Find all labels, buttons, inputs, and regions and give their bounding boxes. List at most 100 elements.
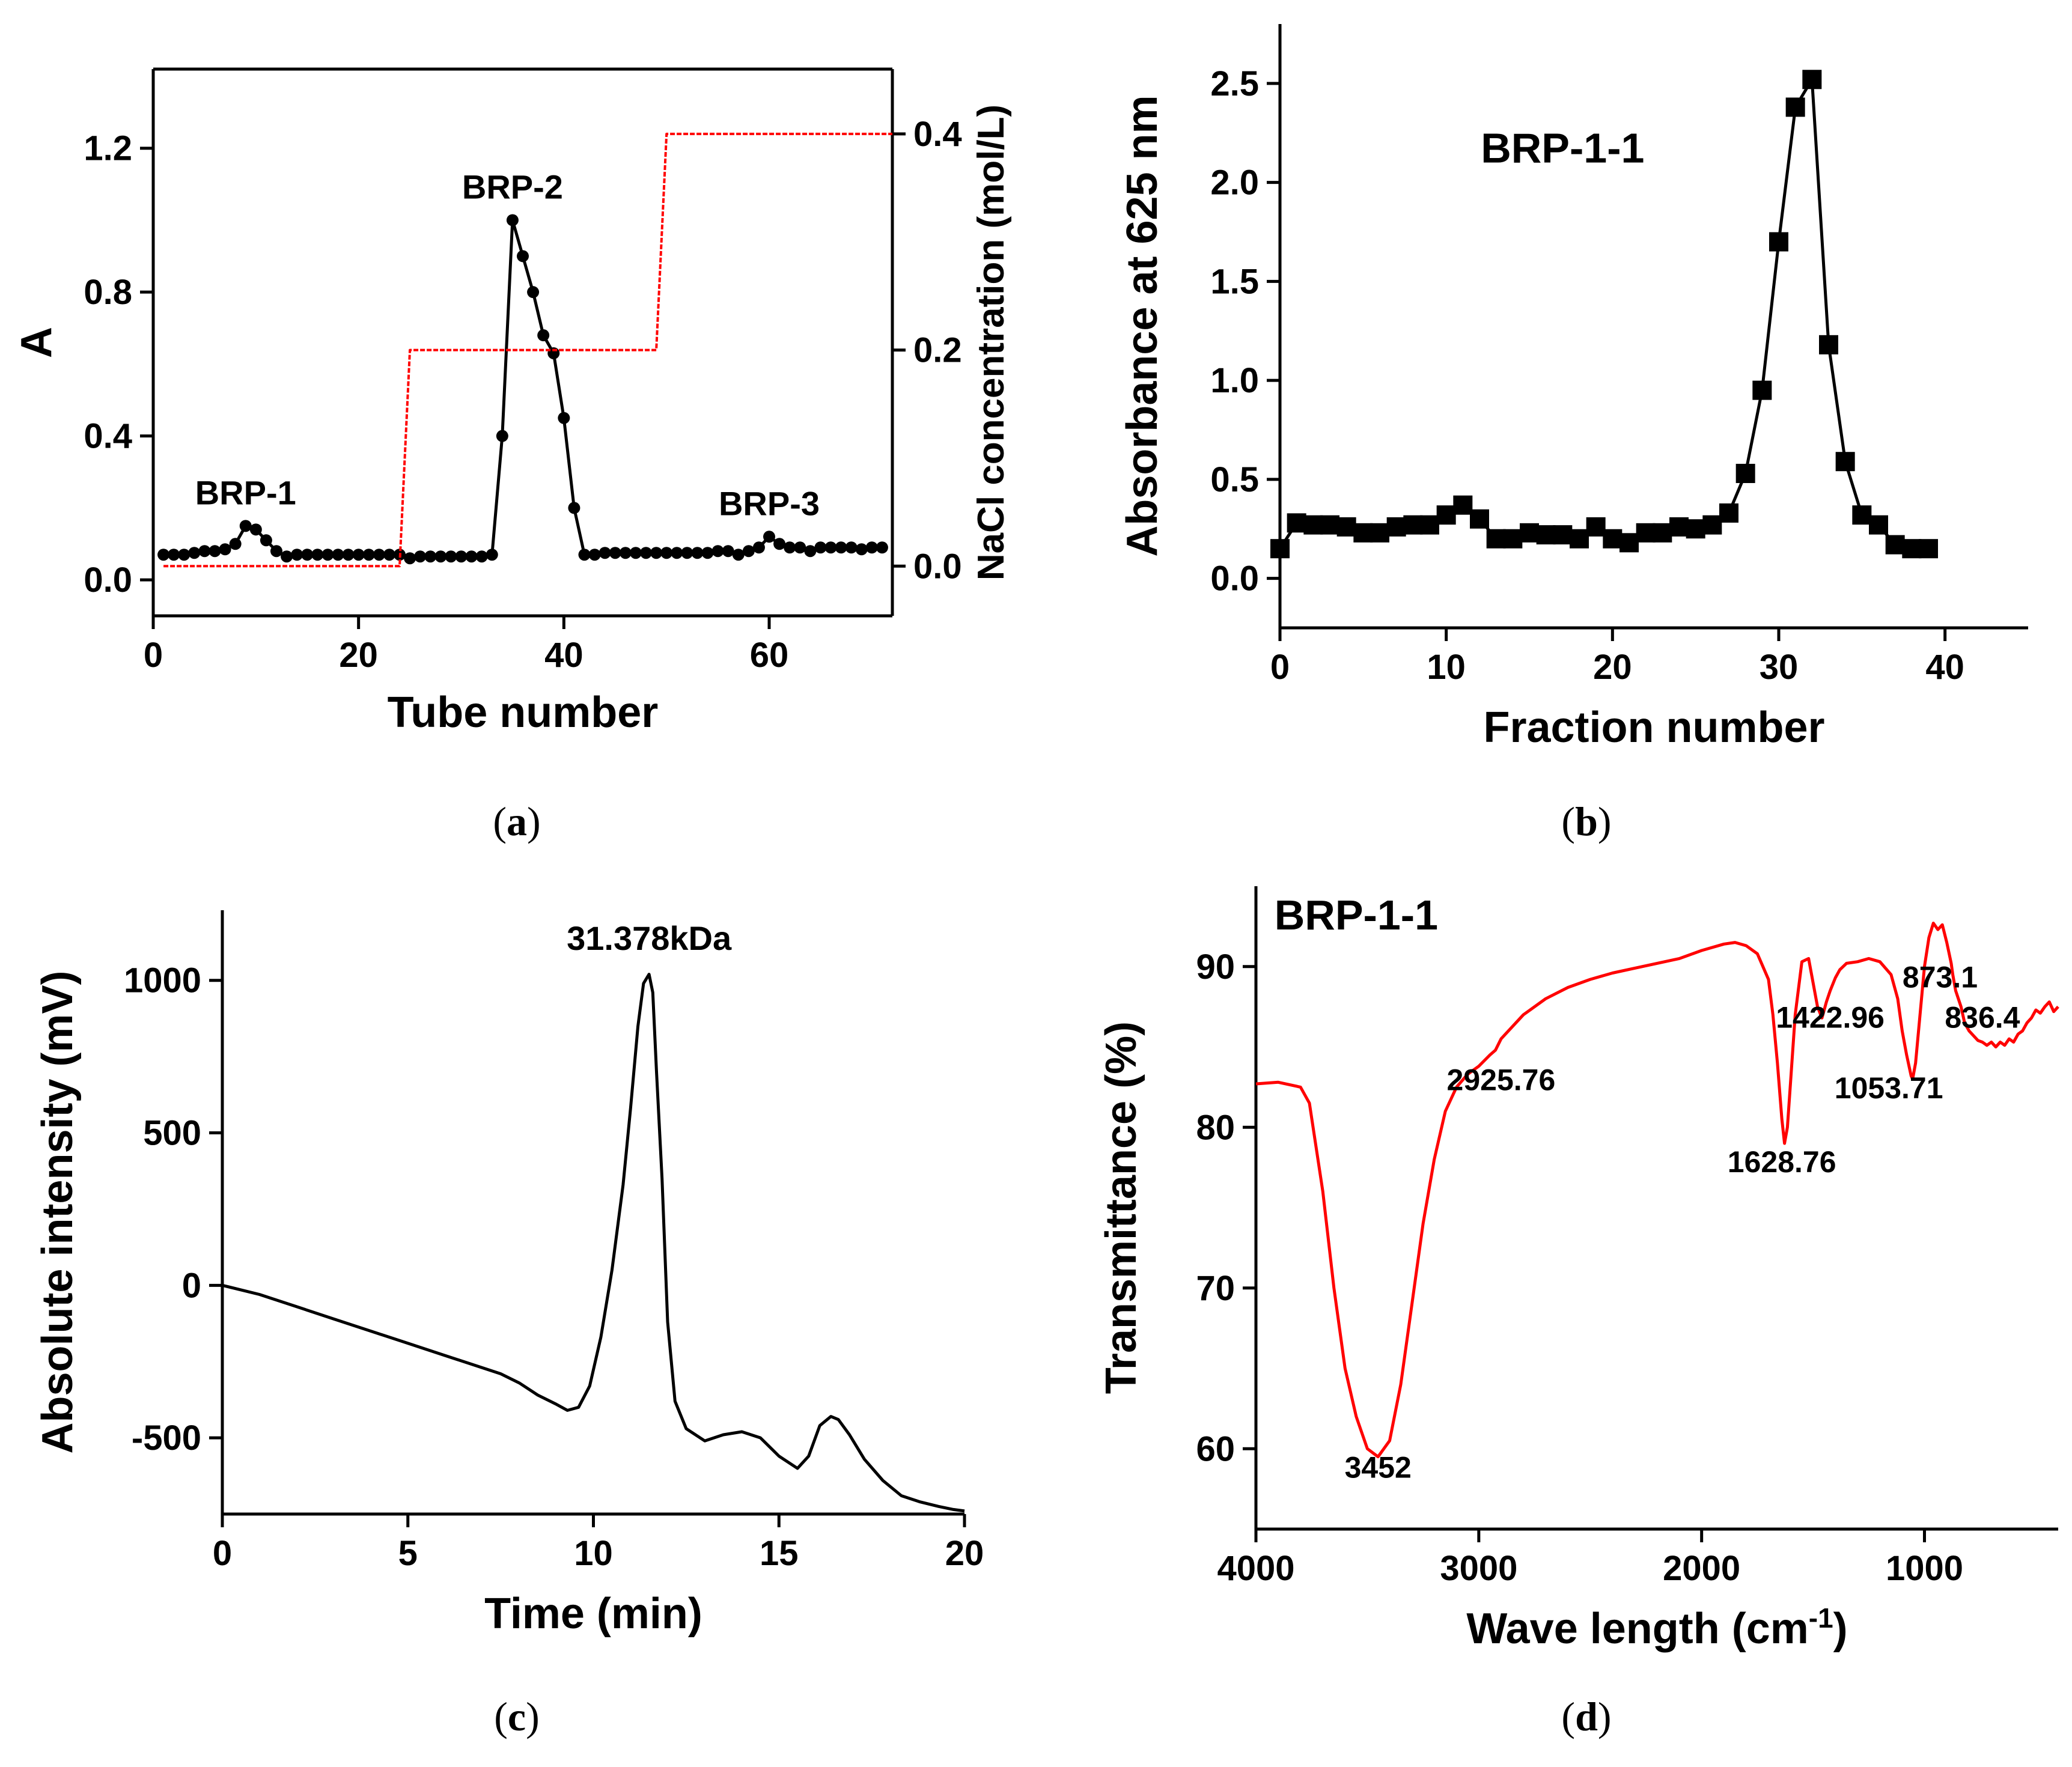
x-axis-label: Wave length (cm-1) [1466,1602,1847,1653]
data-point [1370,523,1389,543]
x-axis-label: Fraction number [1483,704,1824,752]
data-point [804,545,817,558]
x-tick-label: 15 [760,1534,799,1573]
data-point [1919,539,1938,559]
y-tick-label: 0.0 [1210,559,1259,598]
data-point [650,547,663,559]
data-point [157,549,170,561]
y-axis-label: Absorbance at 625 nm [1118,95,1166,556]
y-axis-label: Transmittance (%) [1097,1021,1145,1394]
x-tick-label: 4000 [1217,1549,1294,1588]
data-point [1719,503,1738,523]
data-point [198,545,211,558]
data-point [1403,515,1423,535]
annotation-label: 3452 [1345,1450,1412,1484]
data-point [1320,515,1339,535]
data-point [1702,515,1722,535]
annotation-label: BRP-1 [195,473,296,511]
panel-caption: (b) [1561,798,1611,844]
data-point [701,547,714,559]
data-point [455,550,468,563]
data-point [362,549,375,561]
data-point [517,250,529,263]
x-tick-label: 3000 [1440,1549,1517,1588]
data-point [865,541,878,554]
y-tick-label: 1.0 [1210,361,1259,400]
panel-b-chart: 0 10 20 30 40 0.0 0.5 1.0 1.5 2.0 2.5 Fraction numb… [1118,24,2028,844]
data-point [845,541,858,554]
x-tick-label: 40 [1925,648,1964,687]
y2-tick-label: 0.2 [913,331,962,370]
data-point [311,549,324,561]
caption-letter: b [1575,798,1598,844]
y-tick-label: 0.5 [1210,460,1259,499]
data-point [1336,517,1356,537]
data-point [496,430,508,442]
data-point [1453,495,1473,515]
y-tick-label: 0.8 [84,273,132,312]
data-point [506,214,519,227]
caption-letter: d [1575,1694,1598,1739]
y-tick-label: 2.0 [1210,163,1259,202]
data-point [558,412,570,424]
panel-caption: (d) [1561,1694,1611,1739]
data-point [1503,529,1523,549]
data-point [763,531,775,543]
x-axis-label: Tube number [388,689,659,737]
data-point [588,549,601,561]
series-line-ft-ir [1255,922,2059,1459]
x-tick-label: 0 [213,1534,232,1573]
data-point [722,545,734,558]
data-point [752,541,765,554]
annotation-label: 1628.76 [1728,1145,1836,1179]
data-point [1769,232,1788,252]
caption-close-paren: ) [1598,798,1612,844]
data-point [1270,539,1290,559]
data-point [1586,517,1606,537]
data-point [876,541,888,554]
data-point [1436,505,1456,525]
data-point [1486,529,1506,549]
y2-axis-label: NaCl concentration (mol/L) [970,105,1012,580]
panel-caption: (c) [494,1694,540,1739]
x-tick-label: 20 [339,636,378,675]
data-point [1470,509,1489,529]
data-point [270,545,282,558]
y-tick-label: 0.4 [84,417,132,456]
caption-open-paren: ( [493,798,507,844]
data-point [209,545,221,558]
data-point [568,502,580,514]
data-point [486,549,498,561]
panel-c-chart: 0 5 10 15 20 -500 0 500 1000 Time (min) Absolute i… [34,910,984,1739]
x-tick-label: 20 [1593,648,1632,687]
data-point [578,549,591,561]
caption-open-paren: ( [1561,798,1575,844]
data-point [1520,523,1539,543]
data-point [383,549,395,561]
caption-close-paren: ) [1598,1694,1612,1739]
caption-letter: a [507,798,527,844]
data-point [1620,533,1639,553]
data-point [424,550,437,563]
caption-open-paren: ( [1561,1694,1575,1739]
data-point [794,541,806,554]
x-tick-label: 0 [1270,648,1290,687]
caption-close-paren: ) [526,1694,540,1739]
annotation-label: 836.4 [1945,1000,2020,1034]
data-point [475,550,488,563]
data-point [1303,515,1323,535]
data-point [640,547,652,559]
data-point [1603,529,1623,549]
data-point [1653,523,1672,543]
data-point [1835,452,1855,472]
x-axis-label: Time (min) [484,1590,702,1638]
caption-close-paren: ) [527,798,541,844]
y-tick-label: 90 [1196,947,1235,987]
data-point [835,541,847,554]
data-point [527,286,540,299]
panel-d-chart: 4000 3000 2000 1000 60 70 80 90 Wave length (cm-… [1097,886,2059,1739]
data-point [691,547,704,559]
data-point [188,547,201,559]
y-tick-label: 0.0 [84,561,132,600]
